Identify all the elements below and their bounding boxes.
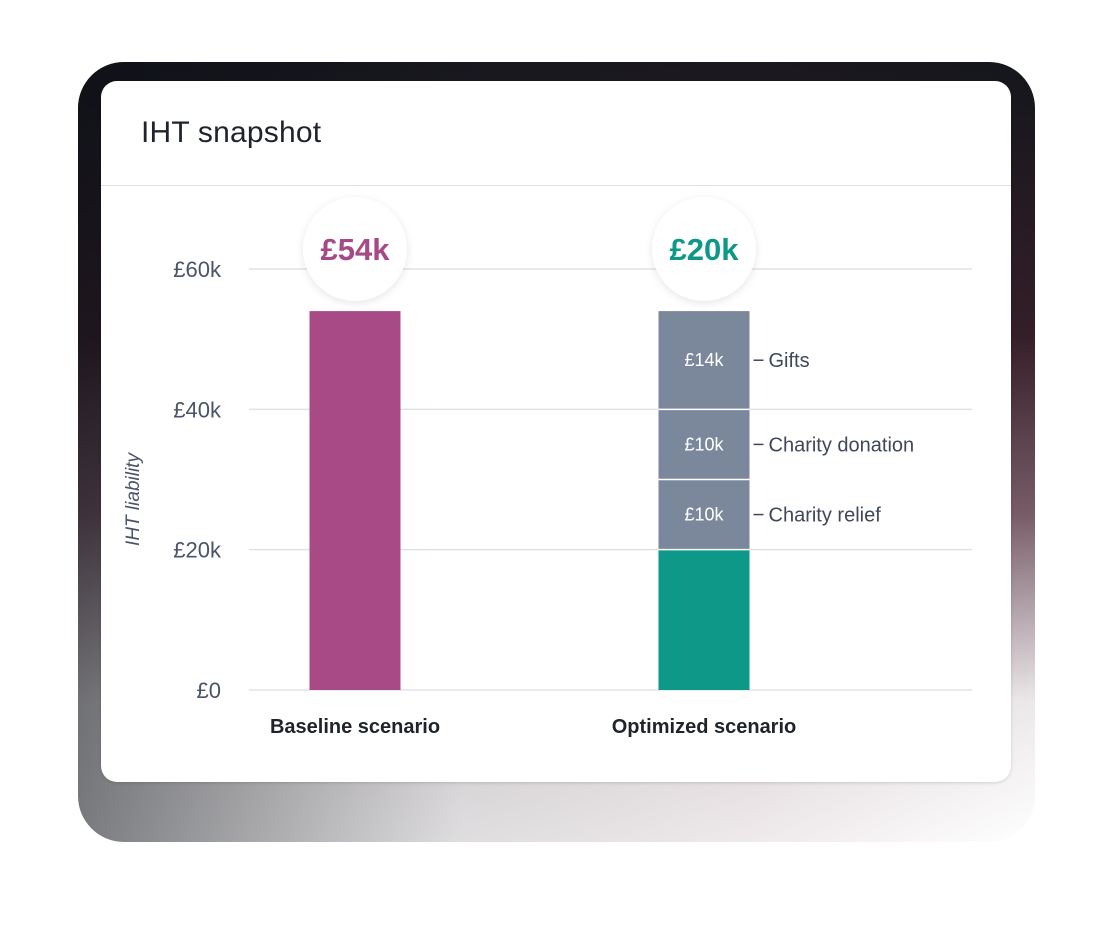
bar-segment <box>309 311 401 690</box>
segment-value-label: £10k <box>684 434 724 454</box>
card-title: IHT snapshot <box>141 116 322 149</box>
y-tick-label: £20k <box>173 538 222 563</box>
bar-segment <box>658 409 750 480</box>
bar-segment <box>658 549 750 690</box>
bar-segment <box>658 479 750 550</box>
bar-segment <box>658 311 750 410</box>
segment-name-label: Gifts <box>769 350 810 372</box>
segment-value-label: £10k <box>684 505 724 525</box>
total-badge <box>303 197 407 301</box>
iht-snapshot-card: IHT snapshot £0 £20k £40k £60k IHT liability… <box>101 81 1011 782</box>
category-label: Optimized scenario <box>612 716 797 738</box>
y-tick-label: £40k <box>173 397 222 422</box>
y-axis-label: IHT liability <box>123 452 144 546</box>
iht-chart: £0 £20k £40k £60k IHT liability Baseline scen… <box>123 197 972 738</box>
segment-name-label: Charity donation <box>769 434 915 456</box>
segment-value-label: £14k <box>684 350 724 370</box>
y-tick-label: £60k <box>173 257 222 282</box>
total-badge <box>652 197 756 301</box>
category-label: Baseline scenario <box>270 716 440 738</box>
segment-name-label: Charity relief <box>769 505 882 527</box>
total-value-label: £20k <box>670 232 740 267</box>
card-header: IHT snapshot <box>101 81 1011 186</box>
total-value-label: £54k <box>321 232 391 267</box>
y-tick-label: £0 <box>197 678 221 703</box>
